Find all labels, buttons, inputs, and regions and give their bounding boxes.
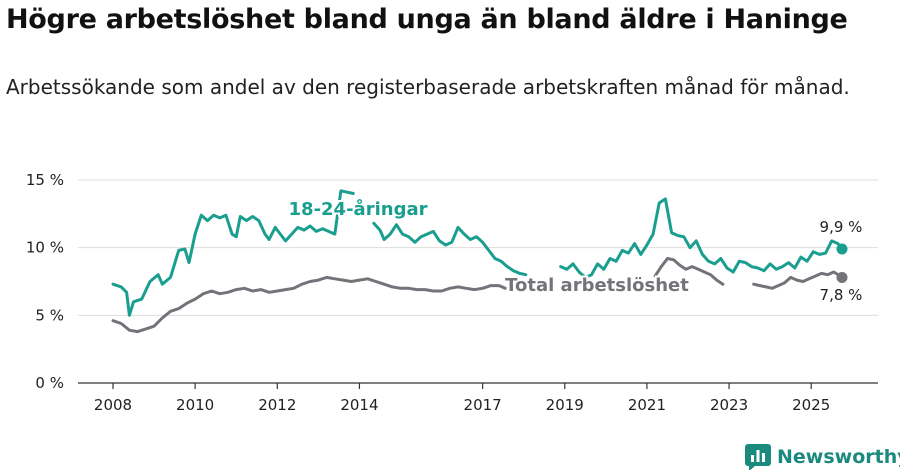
total-series-line [111, 275, 507, 334]
x-tick-label: 2008 [94, 396, 132, 414]
gridlines [78, 179, 878, 316]
y-tick-label: 5 % [35, 306, 64, 324]
youth-series-line [372, 221, 528, 277]
x-tick-label: 2012 [258, 396, 296, 414]
x-tick-label: 2019 [546, 396, 584, 414]
y-axis-ticks: 0 % 5 % 10 % 15 % [26, 171, 64, 392]
youth-series-line [111, 189, 355, 317]
newsworthy-logo: Newsworthy [745, 444, 900, 470]
x-tick-label: 2017 [464, 396, 502, 414]
x-tick-label: 2010 [176, 396, 214, 414]
newsworthy-icon [745, 444, 771, 470]
youth-end-value: 9,9 % [820, 218, 863, 236]
total-end-value: 7,8 % [820, 286, 863, 304]
x-tick-label: 2021 [628, 396, 666, 414]
youth-end-point [836, 243, 848, 255]
x-tick-label: 2014 [340, 396, 378, 414]
chart-subtitle: Arbetssökande som andel av den registerb… [6, 75, 850, 99]
y-tick-label: 0 % [35, 374, 64, 392]
brand-name: Newsworthy [777, 446, 900, 468]
y-tick-label: 15 % [26, 171, 64, 189]
total-series-label: Total arbetslöshet [505, 275, 689, 296]
total-series-line [752, 270, 844, 290]
youth-series-label: 18-24-åringar [289, 198, 428, 220]
series-labels: 18-24-åringar Total arbetslöshet 9,9 % 7,8 … [287, 196, 863, 304]
youth-series-line [559, 197, 844, 279]
chart-title: Högre arbetslöshet bland unga än bland ä… [6, 4, 848, 35]
x-axis: 2008 2010 2012 2014 2017 2019 2021 2023 2025 [78, 382, 878, 414]
total-series-line [653, 257, 725, 286]
series-lines [111, 189, 848, 334]
y-tick-label: 10 % [26, 239, 64, 257]
total-end-point [836, 271, 848, 283]
x-tick-label: 2023 [710, 396, 748, 414]
x-tick-label: 2025 [792, 396, 830, 414]
